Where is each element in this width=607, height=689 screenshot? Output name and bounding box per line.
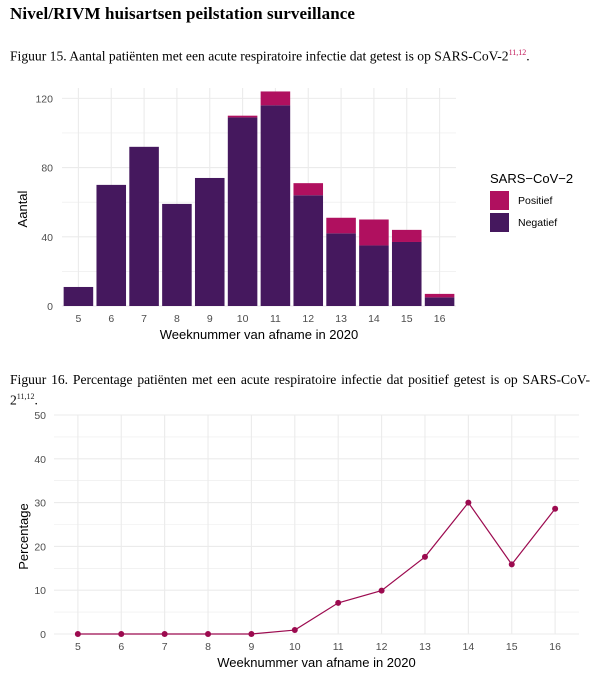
x-tick-label: 8 <box>205 641 211 653</box>
y-tick-label: 30 <box>34 498 46 510</box>
y-tick-label: 0 <box>40 629 46 641</box>
bar-positief <box>227 115 258 118</box>
x-tick-label: 5 <box>75 313 81 325</box>
series-line <box>77 501 556 635</box>
data-point <box>291 627 298 634</box>
y-axis-title: Aantal <box>15 190 30 227</box>
bar-negatief <box>359 245 389 306</box>
y-tick-label: 40 <box>34 454 46 466</box>
bar-negatief <box>129 146 159 306</box>
x-tick-label: 9 <box>207 313 213 325</box>
y-tick-label: 120 <box>35 93 53 105</box>
figure-15-caption-end: . <box>526 48 530 64</box>
x-tick-label: 6 <box>108 313 114 325</box>
x-tick-label: 15 <box>401 313 413 325</box>
y-tick-label: 80 <box>41 163 53 175</box>
bar-negatief <box>326 233 356 306</box>
data-point <box>552 505 559 512</box>
plot-panel <box>62 88 456 306</box>
x-tick-label: 14 <box>368 313 380 325</box>
x-tick-label: 7 <box>162 641 168 653</box>
x-tick-label: 8 <box>174 313 180 325</box>
figure-15-caption: Figuur 15. Aantal patiënten met een acut… <box>10 44 590 65</box>
y-tick-label: 0 <box>47 301 53 313</box>
bar-negatief <box>227 117 258 307</box>
figure-15-bar-chart: 0 40 80 120 5 6 7 8 9 10 11 12 13 14 15 16 Weeknummer va… <box>15 88 573 342</box>
bar-negatief <box>96 184 127 306</box>
x-tick-label: 13 <box>419 641 431 653</box>
data-point <box>335 599 342 606</box>
bar-negatief <box>391 241 422 306</box>
x-tick-label: 10 <box>237 313 249 325</box>
bar-positief <box>293 183 324 196</box>
x-tick-label: 9 <box>248 641 254 653</box>
x-tick-label: 10 <box>289 641 301 653</box>
x-tick-label: 16 <box>549 641 561 653</box>
bar-positief <box>326 217 356 234</box>
x-tick-label: 11 <box>333 641 344 653</box>
x-tick-label: 13 <box>335 313 347 325</box>
data-point <box>248 631 255 637</box>
x-tick-label: 16 <box>434 313 446 325</box>
x-tick-label: 12 <box>302 313 314 325</box>
figure-16-line-chart: 0 10 20 30 40 50 5 6 7 8 9 10 11 12 13 14 15 16 Weeknummer… <box>16 410 579 670</box>
data-point <box>421 553 428 560</box>
bar-negatief <box>293 195 324 306</box>
figure-16-caption: Figuur 16. Percentage patiënten met een … <box>10 371 590 409</box>
y-tick-label: 10 <box>34 585 46 597</box>
data-point <box>205 631 212 637</box>
page-title: Nivel/RIVM huisartsen peilstation survei… <box>10 4 356 23</box>
legend-swatch-negatief <box>490 213 509 232</box>
y-tick-label: 50 <box>34 410 46 422</box>
legend-label-positief: Positief <box>518 195 553 207</box>
x-tick-label: 11 <box>270 313 281 325</box>
data-point <box>161 631 168 637</box>
x-tick-label: 6 <box>118 641 124 653</box>
legend-title: SARS−CoV−2 <box>490 171 573 186</box>
y-tick-label: 20 <box>34 541 46 553</box>
data-point <box>74 631 81 637</box>
figure-15-caption-sup: 11,12 <box>508 48 527 57</box>
x-tick-label: 14 <box>463 641 475 653</box>
figure-16-caption-end: . <box>34 392 38 408</box>
data-point <box>508 561 515 568</box>
data-point <box>118 631 125 637</box>
figure-15-caption-text: Figuur 15. Aantal patiënten met een acut… <box>10 48 509 64</box>
legend-swatch-positief <box>490 191 509 210</box>
data-point <box>465 499 472 506</box>
legend-label-negatief: Negatief <box>518 217 557 229</box>
bar-positief <box>260 91 291 106</box>
bar-positief <box>424 293 455 298</box>
y-axis-title: Percentage <box>16 503 31 570</box>
figure-16-caption-sup: 11,12 <box>16 392 35 401</box>
x-axis-title: Weeknummer van afname in 2020 <box>160 327 358 342</box>
figure-16-caption-text: Figuur 16. Percentage patiënten met een … <box>10 372 590 408</box>
bar-positief <box>391 229 422 242</box>
data-point <box>378 587 385 594</box>
x-tick-label: 7 <box>141 313 147 325</box>
bar-positief <box>359 219 389 246</box>
bar-negatief <box>424 297 455 306</box>
bar-negatief <box>260 105 291 306</box>
x-tick-label: 15 <box>506 641 518 653</box>
x-tick-label: 12 <box>376 641 388 653</box>
bar-negatief <box>63 286 94 306</box>
bar-negatief <box>162 203 192 306</box>
x-axis-title: Weeknummer van afname in 2020 <box>217 655 415 670</box>
y-tick-label: 40 <box>41 232 53 244</box>
x-tick-label: 5 <box>75 641 81 653</box>
bar-negatief <box>194 177 225 306</box>
